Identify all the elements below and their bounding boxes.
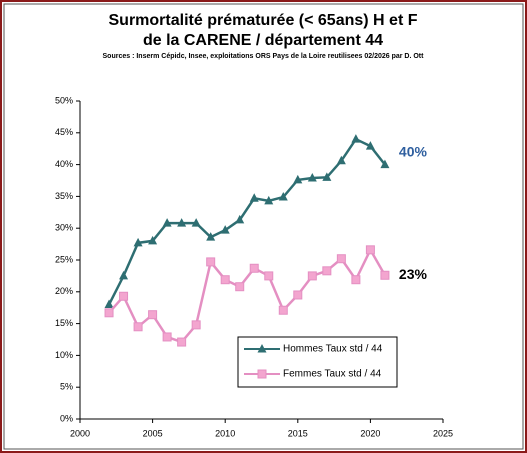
y-tick-label: 25% xyxy=(55,254,73,264)
data-point xyxy=(365,245,375,255)
data-point xyxy=(351,275,361,285)
data-point xyxy=(380,159,390,169)
data-point xyxy=(220,225,230,234)
legend-label: Femmes Taux std / 44 xyxy=(283,369,382,380)
data-point xyxy=(293,174,303,184)
x-tick-label: 2015 xyxy=(288,428,308,438)
x-tick-label: 2025 xyxy=(433,428,453,438)
data-point xyxy=(148,310,158,320)
y-tick-label: 45% xyxy=(55,127,73,137)
data-point xyxy=(162,218,172,227)
data-point xyxy=(365,141,375,150)
y-tick-label: 50% xyxy=(55,95,73,105)
y-tick-label: 30% xyxy=(55,223,73,233)
data-point xyxy=(133,237,143,247)
data-point xyxy=(351,134,361,143)
data-point xyxy=(264,195,274,205)
x-tick-label: 2005 xyxy=(143,428,163,438)
data-point xyxy=(119,291,129,301)
y-tick-label: 40% xyxy=(55,159,73,169)
legend-marker xyxy=(257,369,267,379)
data-point xyxy=(336,254,346,264)
data-point xyxy=(264,271,274,281)
inner-frame xyxy=(3,3,524,450)
y-tick-label: 35% xyxy=(55,191,73,201)
data-point xyxy=(278,192,288,201)
data-point xyxy=(191,320,201,330)
x-tick-label: 2010 xyxy=(215,428,235,438)
data-point xyxy=(249,193,259,202)
data-point xyxy=(162,332,172,342)
chart-title: Surmortalité prématurée (< 65ans) H et F xyxy=(109,12,418,29)
legend-marker xyxy=(257,344,267,353)
chart-subtitle: Sources : Inserm Cépidc, Insee, exploita… xyxy=(103,53,425,60)
data-point xyxy=(104,299,114,309)
data-point xyxy=(104,308,114,318)
annotation: 40% xyxy=(399,143,428,159)
data-point xyxy=(322,172,332,181)
y-tick-label: 0% xyxy=(60,413,73,423)
x-tick-label: 2020 xyxy=(360,428,380,438)
data-point xyxy=(249,263,259,273)
data-point xyxy=(177,218,187,227)
data-point xyxy=(380,270,390,280)
data-point xyxy=(220,275,230,285)
y-tick-label: 5% xyxy=(60,382,73,392)
data-point xyxy=(206,232,216,241)
legend-box xyxy=(237,336,398,388)
data-point xyxy=(235,282,245,292)
y-tick-label: 20% xyxy=(55,286,73,296)
legend-label: Hommes Taux std / 44 xyxy=(283,344,383,355)
data-point xyxy=(293,290,303,300)
chart-title: de la CARENE / département 44 xyxy=(143,32,383,49)
data-point xyxy=(119,270,129,280)
y-tick-label: 15% xyxy=(55,318,73,328)
y-tick-label: 10% xyxy=(55,350,73,360)
data-point xyxy=(336,155,346,165)
data-point xyxy=(148,235,158,245)
data-point xyxy=(133,322,143,332)
data-point xyxy=(235,214,245,224)
data-point xyxy=(322,266,332,276)
data-point xyxy=(206,257,216,267)
data-point xyxy=(307,271,317,281)
data-point xyxy=(191,218,201,227)
data-point xyxy=(278,305,288,315)
data-point xyxy=(307,172,317,182)
annotation: 23% xyxy=(399,266,428,282)
data-point xyxy=(177,337,187,347)
x-tick-label: 2000 xyxy=(70,428,90,438)
